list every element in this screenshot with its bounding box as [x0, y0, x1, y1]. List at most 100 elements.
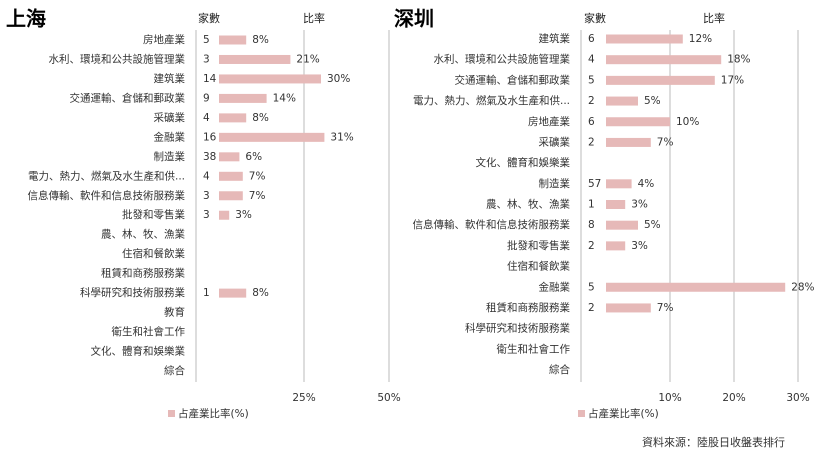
x-tick-label: 50%: [377, 392, 400, 404]
value-label: 14%: [273, 92, 296, 104]
count-label: 2: [588, 302, 595, 314]
bar: [606, 34, 683, 44]
count-label: 2: [588, 136, 595, 148]
category-label: 制造業: [539, 177, 571, 190]
category-label: 建筑業: [539, 32, 571, 45]
value-label: 7%: [657, 302, 674, 314]
value-label: 10%: [676, 116, 699, 128]
bar: [219, 132, 325, 142]
value-label: 8%: [252, 287, 269, 299]
value-label: 8%: [252, 112, 269, 124]
count-label: 3: [203, 190, 210, 202]
legend-swatch: [578, 410, 585, 417]
count-label: 2: [588, 240, 595, 252]
value-label: 5%: [644, 95, 661, 107]
x-tick-label: 30%: [786, 392, 809, 404]
category-label: 科學研究和技術服務業: [80, 286, 185, 299]
category-label: 信息傳輸、軟件和信息技術服務業: [413, 218, 571, 231]
bar: [606, 137, 651, 147]
count-label: 9: [203, 92, 210, 104]
category-label: 科學研究和技術服務業: [465, 322, 570, 335]
x-tick-label: 25%: [292, 392, 315, 404]
value-label: 5%: [644, 219, 661, 231]
count-label: 5: [203, 34, 210, 46]
value-label: 8%: [252, 34, 269, 46]
value-label: 28%: [791, 281, 814, 293]
bar: [606, 75, 715, 85]
category-label: 文化、體育和娛樂業: [476, 156, 571, 169]
category-label: 文化、體育和娛樂業: [91, 345, 186, 358]
category-label: 衛生和社會工作: [112, 325, 186, 338]
bar: [219, 74, 321, 84]
value-label: 12%: [689, 33, 712, 45]
value-label: 4%: [638, 178, 655, 190]
bar: [219, 35, 247, 45]
ratio-header: 比率: [303, 11, 325, 25]
ratio-header: 比率: [703, 11, 725, 25]
count-label: 1: [203, 287, 210, 299]
count-label: 5: [588, 74, 595, 86]
count-label: 4: [588, 54, 595, 66]
bar: [606, 117, 670, 127]
source: 資料來源：陸股日收盤表排行: [642, 435, 785, 449]
category-label: 綜合: [549, 363, 570, 376]
category-label: 交通運輸、倉儲和郵政業: [70, 91, 186, 104]
category-label: 租賃和商務服務業: [101, 267, 185, 280]
count-label: 8: [588, 219, 595, 231]
category-label: 教育: [164, 306, 185, 319]
count-label: 4: [203, 112, 210, 124]
bar: [219, 152, 240, 162]
bar: [606, 200, 626, 209]
count-header: 家數: [198, 11, 220, 25]
count-label: 38: [203, 151, 216, 163]
bar: [219, 191, 243, 201]
category-label: 金融業: [154, 130, 186, 143]
count-label: 6: [588, 116, 595, 128]
legend-swatch: [168, 410, 175, 417]
x-tick-label: 10%: [658, 392, 681, 404]
bar: [219, 113, 247, 123]
legend-label: 占產業比率(%): [178, 407, 249, 420]
bar: [606, 55, 722, 65]
category-label: 建筑業: [154, 72, 186, 85]
value-label: 3%: [631, 240, 648, 252]
count-label: 16: [203, 131, 217, 143]
count-header: 家數: [584, 11, 606, 25]
panel-title: 深圳: [394, 7, 434, 31]
category-label: 房地產業: [143, 33, 185, 46]
bar: [219, 93, 267, 103]
bar: [219, 210, 230, 220]
count-label: 57: [588, 178, 601, 190]
legend-label: 占產業比率(%): [588, 407, 659, 420]
value-label: 3%: [235, 209, 252, 221]
category-label: 電力、熱力、燃氣及水生產和供...: [28, 169, 185, 182]
count-label: 4: [203, 170, 210, 182]
category-label: 衛生和社會工作: [497, 342, 571, 355]
bar: [606, 282, 786, 292]
bar: [219, 171, 243, 181]
category-label: 批發和零售業: [507, 239, 570, 252]
count-label: 14: [203, 73, 217, 85]
value-label: 31%: [330, 131, 353, 143]
category-label: 房地產業: [528, 115, 570, 128]
category-label: 水利、環境和公共設施管理業: [434, 53, 571, 66]
bar: [606, 241, 626, 251]
value-label: 21%: [296, 53, 319, 65]
category-label: 交通運輸、倉儲和郵政業: [455, 73, 571, 86]
category-label: 農、林、牧、漁業: [486, 198, 570, 211]
value-label: 3%: [631, 199, 648, 211]
bar: [606, 303, 651, 313]
bar: [606, 220, 638, 230]
category-label: 租賃和商務服務業: [486, 301, 570, 314]
value-label: 30%: [327, 73, 350, 85]
count-label: 3: [203, 53, 210, 65]
category-label: 制造業: [154, 150, 186, 163]
category-label: 批發和零售業: [122, 208, 185, 221]
category-label: 采礦業: [154, 111, 186, 124]
count-label: 1: [588, 199, 595, 211]
bar: [606, 96, 638, 106]
count-label: 5: [588, 281, 595, 293]
bar: [219, 54, 291, 64]
category-label: 金融業: [539, 280, 571, 293]
